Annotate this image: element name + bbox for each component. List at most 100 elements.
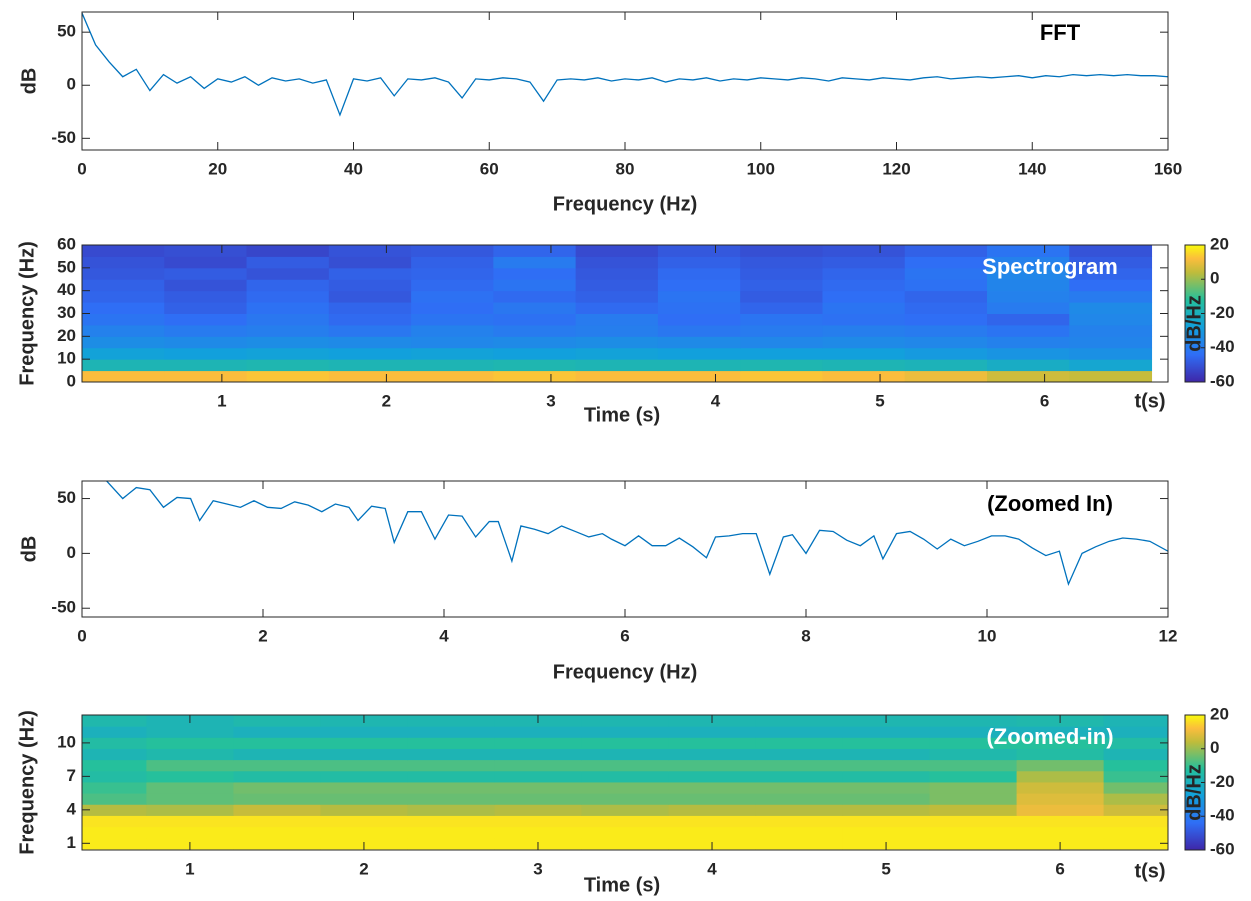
heat-cell xyxy=(987,313,1070,326)
heat-cell xyxy=(929,715,1018,727)
heat-cell xyxy=(493,359,577,372)
heat-cell xyxy=(575,279,659,292)
heat-cell xyxy=(987,245,1070,257)
heat-cell xyxy=(668,815,757,828)
heat-cell xyxy=(407,726,495,738)
heat-cell xyxy=(82,748,147,761)
heat-cell xyxy=(822,370,906,382)
heat-cell xyxy=(164,336,248,349)
y-tick-label: -50 xyxy=(51,128,76,147)
x-tick-label: 20 xyxy=(208,159,227,178)
heat-cell xyxy=(164,313,248,326)
heat-cell xyxy=(904,302,988,314)
colorbar-tick-label: -40 xyxy=(1210,806,1235,825)
heat-cell xyxy=(328,267,412,280)
heat-cell xyxy=(233,715,321,727)
heat-cell xyxy=(987,359,1070,372)
heat-cell xyxy=(493,290,577,303)
heat-cell xyxy=(987,347,1070,360)
heat-cell xyxy=(493,336,577,349)
heat-cell xyxy=(1103,726,1168,738)
heat-cell xyxy=(146,804,234,816)
heat-cell xyxy=(146,737,234,749)
heat-cell xyxy=(320,781,408,794)
heat-cell xyxy=(657,324,741,337)
heat-cell xyxy=(822,359,906,372)
heat-cell xyxy=(407,781,495,794)
heat-cell xyxy=(740,370,823,382)
y-tick-label: 40 xyxy=(57,280,76,299)
heat-cell xyxy=(320,826,408,839)
heat-cell xyxy=(233,837,321,850)
heat-cell xyxy=(842,781,931,794)
heat-cell xyxy=(740,302,823,314)
heat-cell xyxy=(82,770,147,783)
heat-cell xyxy=(929,826,1018,839)
heat-cell xyxy=(987,256,1070,269)
heat-cell xyxy=(1016,726,1105,738)
heat-cell xyxy=(657,279,741,292)
heat-cell xyxy=(1103,826,1168,839)
heat-cell xyxy=(755,759,844,772)
x-tick-label: 12 xyxy=(1159,626,1178,645)
heat-cell xyxy=(1016,737,1105,749)
annotation: t(s) xyxy=(1134,390,1165,412)
heat-cell xyxy=(493,256,577,269)
y-tick-label: 30 xyxy=(57,303,76,322)
heat-cell xyxy=(740,347,823,360)
heat-cell xyxy=(164,347,248,360)
heat-cell xyxy=(740,256,823,269)
heat-cell xyxy=(494,726,582,738)
heat-cell xyxy=(1069,267,1153,280)
heat-cell xyxy=(411,267,494,280)
heat-cell xyxy=(1016,748,1105,761)
heat-cell xyxy=(164,245,248,257)
heat-cell xyxy=(411,336,494,349)
heat-cell xyxy=(668,804,757,816)
x-tick-label: 5 xyxy=(881,859,890,878)
heat-cell xyxy=(320,815,408,828)
heat-cell xyxy=(233,726,321,738)
heat-cell xyxy=(1069,302,1153,314)
heat-cell xyxy=(987,370,1070,382)
heat-cell xyxy=(842,748,931,761)
heat-cell xyxy=(581,826,670,839)
y-axis-label: Frequency (Hz) xyxy=(16,710,38,854)
heat-cell xyxy=(740,245,823,257)
heat-cell xyxy=(842,726,931,738)
heat-cell xyxy=(1069,359,1153,372)
heat-cell xyxy=(320,726,408,738)
heat-cell xyxy=(657,302,741,314)
heat-cell xyxy=(411,279,494,292)
heat-cell xyxy=(987,302,1070,314)
heat-cell xyxy=(575,313,659,326)
heat-cell xyxy=(740,359,823,372)
heat-cell xyxy=(822,302,906,314)
heat-cell xyxy=(494,759,582,772)
heat-cell xyxy=(904,290,988,303)
heat-cell xyxy=(987,336,1070,349)
heat-cell xyxy=(755,737,844,749)
heat-cell xyxy=(929,759,1018,772)
plot-area xyxy=(82,12,1168,117)
y-tick-label: 0 xyxy=(67,75,76,94)
heat-cell xyxy=(328,336,412,349)
heat-cell xyxy=(755,726,844,738)
heat-cell xyxy=(320,759,408,772)
heat-cell xyxy=(657,370,741,382)
heat-cell xyxy=(755,793,844,805)
heat-cell xyxy=(233,804,321,816)
y-tick-label: 1 xyxy=(67,833,76,852)
heat-cell xyxy=(82,290,165,303)
heat-cell xyxy=(668,793,757,805)
heat-cell xyxy=(755,804,844,816)
heat-cell xyxy=(233,759,321,772)
x-tick-label: 1 xyxy=(185,859,194,878)
heat-cell xyxy=(494,826,582,839)
heat-cell xyxy=(1069,279,1153,292)
heat-cell xyxy=(575,256,659,269)
heat-cell xyxy=(493,347,577,360)
heat-cell xyxy=(842,826,931,839)
heat-cell xyxy=(740,336,823,349)
heat-cell xyxy=(82,804,147,816)
